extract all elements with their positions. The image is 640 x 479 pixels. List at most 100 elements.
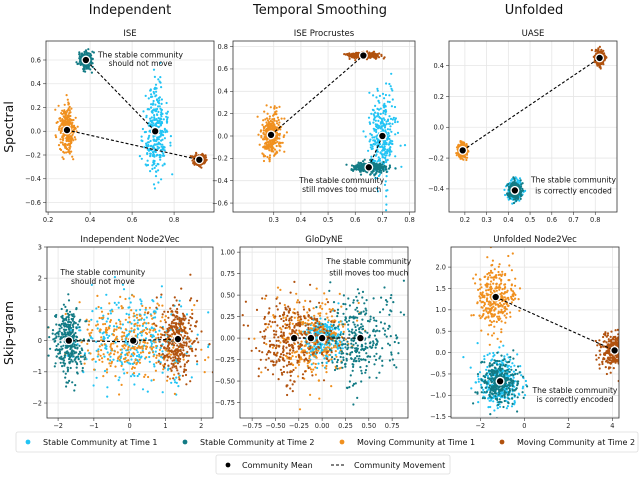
data-point-stable-t1	[150, 89, 152, 91]
data-point-stable-t1	[147, 160, 149, 162]
community-mean-moving-t2	[360, 52, 368, 60]
data-point-stable-t1	[169, 144, 171, 146]
data-point-stable-t2	[48, 336, 50, 338]
data-point-stable-t1	[157, 146, 159, 148]
data-point-moving-t1	[121, 384, 123, 386]
data-point-stable-t1	[388, 144, 390, 146]
data-point-stable-t2	[60, 362, 62, 364]
data-point-stable-t1	[102, 315, 104, 317]
data-point-moving-t1	[58, 144, 60, 146]
data-point-stable-t1	[382, 93, 384, 95]
data-point-stable-t2	[345, 164, 347, 166]
data-point-moving-t1	[69, 111, 71, 113]
data-point-stable-t1	[177, 385, 179, 387]
data-point-moving-t1	[122, 335, 124, 337]
data-point-stable-t2	[65, 385, 67, 387]
data-point-stable-t1	[161, 146, 163, 148]
annotation-text: should not move	[109, 59, 173, 68]
data-point-stable-t1	[153, 92, 155, 94]
data-point-stable-t1	[118, 302, 120, 304]
data-point-stable-t2	[58, 333, 60, 335]
subplot-title: ISE Procrustes	[294, 29, 355, 39]
data-point-moving-t1	[100, 355, 102, 357]
data-point-moving-t1	[104, 323, 106, 325]
data-point-stable-t2	[510, 183, 512, 185]
y-tick-label: 0.8	[218, 43, 229, 51]
data-point-moving-t1	[155, 337, 157, 339]
data-point-stable-t2	[54, 365, 56, 367]
x-tick-label: 0.8	[169, 216, 180, 224]
data-point-stable-t2	[56, 355, 58, 357]
data-point-stable-t1	[373, 113, 375, 115]
data-point-stable-t1	[370, 156, 372, 158]
data-point-stable-t1	[97, 327, 99, 329]
data-point-moving-t1	[164, 319, 166, 321]
data-point-moving-t1	[269, 154, 271, 156]
data-point-stable-t1	[159, 108, 161, 110]
data-point-moving-t1	[88, 320, 90, 322]
data-point-moving-t1	[278, 145, 280, 147]
community-mean-moving-t1	[63, 126, 71, 134]
data-point-moving-t1	[155, 341, 157, 343]
data-point-moving-t1	[123, 332, 125, 334]
data-point-stable-t1	[385, 180, 387, 182]
data-point-moving-t2	[594, 61, 596, 63]
data-point-stable-t2	[72, 326, 74, 328]
data-point-stable-t1	[385, 82, 387, 84]
data-point-moving-t1	[279, 149, 281, 151]
data-point-stable-t1	[171, 173, 173, 175]
data-point-stable-t1	[389, 125, 391, 127]
data-point-stable-t1	[145, 131, 147, 133]
data-point-stable-t2	[74, 344, 76, 346]
data-point-stable-t1	[141, 136, 143, 138]
data-point-stable-t2	[380, 172, 382, 174]
data-point-moving-t2	[377, 53, 379, 55]
data-point-moving-t1	[110, 365, 112, 367]
data-point-stable-t2	[60, 336, 62, 338]
data-point-moving-t1	[266, 147, 268, 149]
data-point-moving-t1	[114, 366, 116, 368]
y-tick-label: −0.6	[25, 199, 41, 207]
data-point-moving-t1	[75, 117, 77, 119]
data-point-moving-t1	[260, 130, 262, 132]
data-point-stable-t1	[381, 146, 383, 148]
data-point-moving-t1	[63, 134, 65, 136]
data-point-stable-t1	[391, 105, 393, 107]
data-point-stable-t2	[64, 352, 66, 354]
data-point-stable-t1	[160, 115, 162, 117]
data-point-moving-t1	[65, 124, 67, 126]
data-point-moving-t1	[133, 372, 135, 374]
data-point-stable-t1	[370, 113, 372, 115]
y-tick-label: 3	[38, 243, 42, 251]
data-point-moving-t1	[283, 151, 285, 153]
community-mean-moving-t1	[459, 147, 467, 155]
data-point-stable-t2	[54, 340, 56, 342]
data-point-stable-t1	[142, 325, 144, 327]
annotation-text: The stable community	[530, 176, 616, 185]
data-point-stable-t1	[163, 118, 165, 120]
data-point-moving-t1	[281, 118, 283, 120]
data-point-moving-t1	[88, 324, 90, 326]
data-point-stable-t1	[151, 124, 153, 126]
data-point-stable-t1	[160, 123, 162, 125]
data-point-moving-t2	[596, 65, 598, 67]
data-point-stable-t2	[512, 195, 514, 197]
data-point-stable-t1	[142, 128, 144, 130]
data-point-moving-t1	[59, 120, 61, 122]
y-tick-label: 0.2	[218, 110, 229, 118]
data-point-moving-t1	[158, 304, 160, 306]
data-point-moving-t1	[97, 323, 99, 325]
data-point-stable-t1	[97, 348, 99, 350]
data-point-stable-t1	[157, 101, 159, 103]
data-point-stable-t1	[103, 336, 105, 338]
y-tick-label: −0.2	[212, 155, 228, 163]
data-point-moving-t1	[263, 111, 265, 113]
data-point-moving-t1	[183, 359, 185, 361]
data-point-moving-t1	[99, 317, 101, 319]
data-point-moving-t1	[91, 329, 93, 331]
data-point-stable-t2	[76, 347, 78, 349]
data-point-moving-t1	[135, 359, 137, 361]
data-point-moving-t1	[60, 132, 62, 134]
